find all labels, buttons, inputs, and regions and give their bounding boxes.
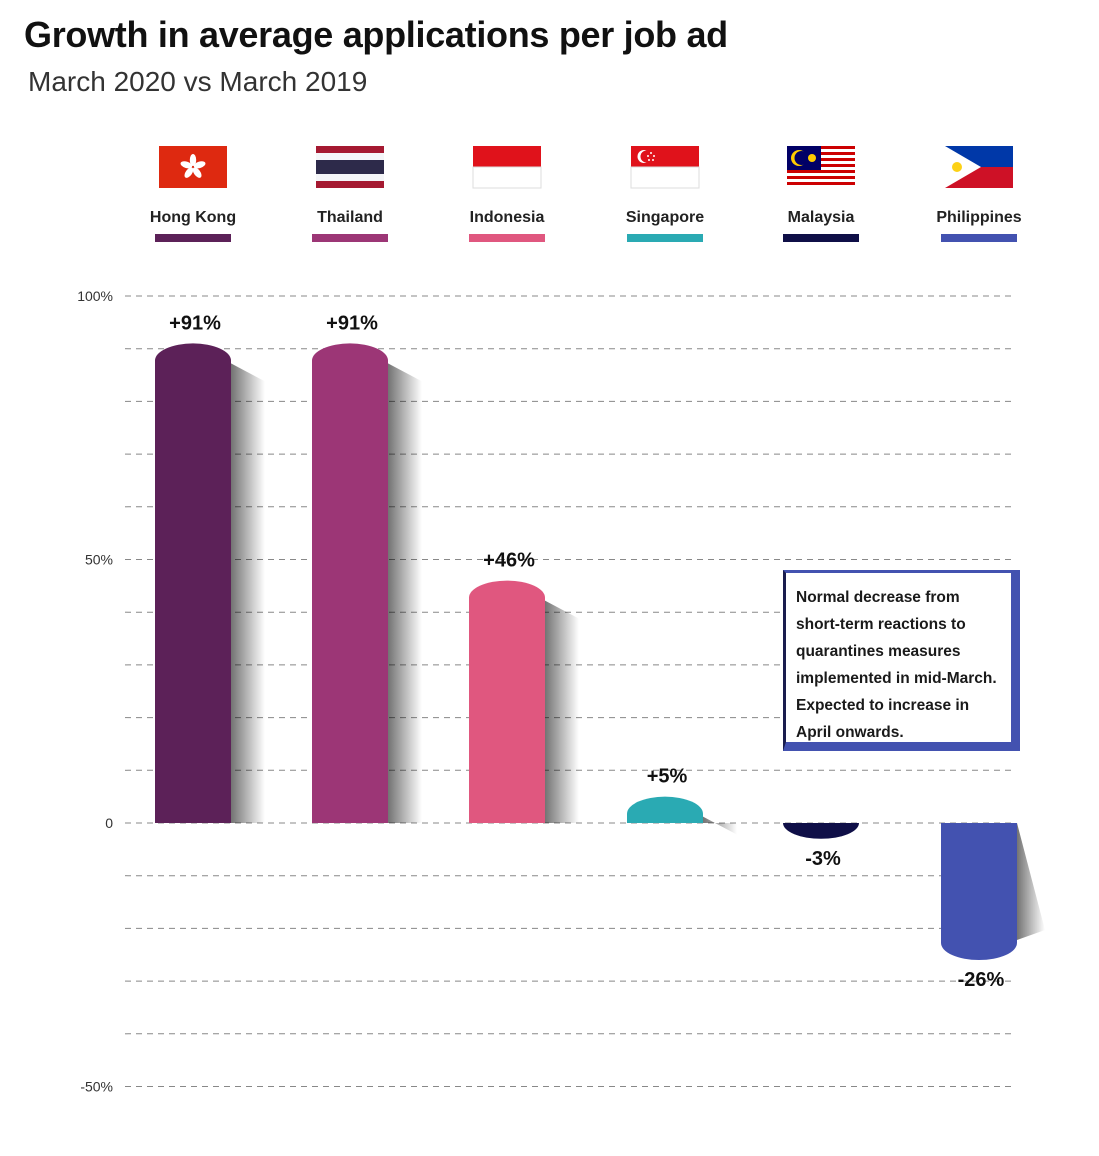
y-tick-label: 0: [105, 815, 113, 831]
philippines-flag: [945, 146, 1013, 188]
legend-swatch: [627, 234, 703, 242]
bar: [941, 823, 1017, 961]
malaysia-flag: [787, 146, 855, 188]
legend-swatch: [312, 234, 388, 242]
bar: [469, 580, 545, 823]
bars: [155, 343, 1017, 961]
bar-shadows: [231, 363, 1045, 941]
value-label: +91%: [169, 312, 221, 334]
indonesia-flag: [472, 146, 542, 189]
value-labels: +91% +91% +46% +5% -3% -26%: [169, 312, 1004, 991]
bar-shadow: [1017, 823, 1045, 941]
legend-label: Malaysia: [788, 209, 855, 226]
legend-swatch: [941, 234, 1017, 242]
annotation-note: Normal decrease from short-term reaction…: [783, 570, 1020, 751]
y-tick-label: 50%: [85, 552, 113, 568]
bar-shadow: [231, 363, 265, 823]
value-label: +5%: [647, 766, 688, 788]
legend-swatch: [783, 234, 859, 242]
y-tick-label: 100%: [77, 288, 113, 304]
bar: [155, 343, 231, 823]
chart-subtitle: March 2020 vs March 2019: [28, 66, 368, 97]
chart-title: Growth in average applications per job a…: [24, 14, 728, 55]
legend-label: Hong Kong: [150, 209, 236, 226]
bar: [783, 823, 859, 839]
legend-swatch: [155, 234, 231, 242]
bar-shadow: [703, 816, 737, 835]
value-label: -26%: [958, 969, 1005, 991]
legend-label: Singapore: [626, 209, 704, 226]
thailand-flag: [316, 146, 384, 188]
value-label: -3%: [805, 848, 841, 870]
legend-swatch: [469, 234, 545, 242]
hong-kong-flag: [159, 146, 227, 188]
legend: Hong Kong Thailand Indonesia Singapore Malay…: [150, 146, 1022, 242]
y-tick-label: -50%: [80, 1079, 113, 1095]
value-label: +91%: [326, 312, 378, 334]
legend-label: Indonesia: [470, 209, 545, 226]
singapore-flag: [630, 146, 700, 189]
bar: [312, 343, 388, 823]
value-label: +46%: [483, 550, 535, 572]
bar-shadow: [545, 600, 579, 823]
legend-label: Philippines: [936, 209, 1021, 226]
legend-label: Thailand: [317, 209, 383, 226]
y-axis-ticks: 100% 50% 0 -50%: [77, 288, 113, 1095]
bar-shadow: [388, 363, 422, 823]
bar: [627, 796, 703, 823]
